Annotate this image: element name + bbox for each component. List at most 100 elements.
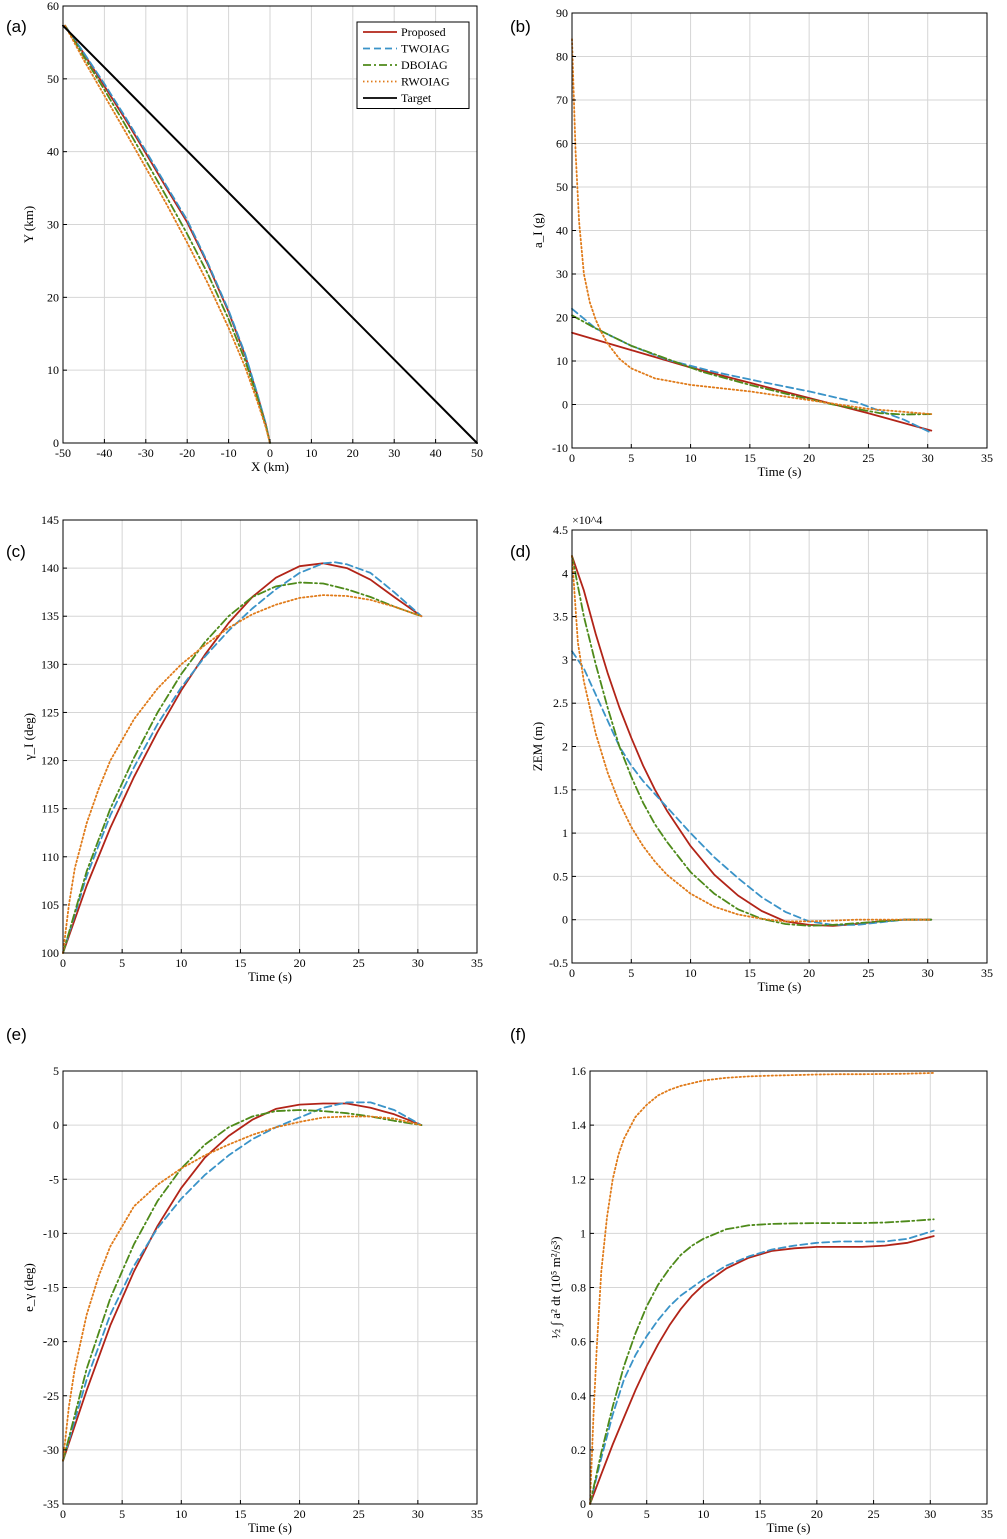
x-axis-label: Time (s) <box>248 1520 292 1535</box>
y-tick-label: 10 <box>47 363 59 377</box>
x-tick-label: 30 <box>388 446 400 460</box>
x-tick-label: 10 <box>175 956 187 970</box>
y-tick-label: 30 <box>556 267 568 281</box>
y-tick-label: -20 <box>43 1335 59 1349</box>
x-tick-label: -40 <box>96 446 112 460</box>
y-tick-label: 20 <box>47 290 59 304</box>
series-line-proposed <box>571 331 933 432</box>
panel-f: (f) 0 5 10 15 20 25 30 35 0 0.2 0.4 0.6 0.8 1 1.2 1.4 1.6… <box>510 1025 993 1535</box>
series-line-dboiag <box>62 581 423 954</box>
y-tick-label: 0 <box>53 436 59 450</box>
legend-entry-label: TWOIAG <box>401 42 450 56</box>
panel-label: (d) <box>510 542 531 561</box>
y-tick-label: 1 <box>580 1226 586 1240</box>
series-line-rwoiag <box>62 1115 423 1462</box>
x-tick-label: 5 <box>628 451 634 465</box>
legend-entry-label: Target <box>401 91 432 105</box>
y-tick-label: -10 <box>43 1226 59 1240</box>
legend-entry-label: DBOIAG <box>401 58 448 72</box>
y-tick-label: 20 <box>556 311 568 325</box>
y-axis-label: γ_I (deg) <box>21 713 36 761</box>
x-tick-label: 5 <box>644 1507 650 1521</box>
y-axis-label: ZEM (m) <box>530 722 545 771</box>
y-tick-label: 60 <box>47 0 59 13</box>
panel-label: (a) <box>6 17 27 36</box>
x-tick-label: -10 <box>221 446 237 460</box>
x-axis-label: Time (s) <box>758 464 802 479</box>
x-tick-label: 5 <box>628 966 634 980</box>
x-tick-label: 20 <box>811 1507 823 1521</box>
y-tick-label: 105 <box>41 898 59 912</box>
x-tick-label: 35 <box>981 966 993 980</box>
y-tick-label: 30 <box>47 218 59 232</box>
x-tick-label: 15 <box>744 451 756 465</box>
x-tick-label: 15 <box>754 1507 766 1521</box>
y-tick-label: 0 <box>580 1497 586 1511</box>
x-tick-label: 50 <box>471 446 483 460</box>
x-tick-label: 0 <box>569 966 575 980</box>
series-line-rwoiag <box>571 555 933 923</box>
y-tick-label: -10 <box>552 441 568 455</box>
series-line-target <box>62 24 478 444</box>
series-line-twoiag <box>62 1101 423 1462</box>
y-tick-label: -35 <box>43 1497 59 1511</box>
y-tick-label: 0.4 <box>571 1389 586 1403</box>
x-tick-label: 0 <box>587 1507 593 1521</box>
series-line-proposed <box>64 24 271 444</box>
x-tick-label: 10 <box>685 966 697 980</box>
series-line-proposed <box>589 1235 935 1505</box>
y-tick-label: -25 <box>43 1389 59 1403</box>
legend-entry-label: Proposed <box>401 25 446 39</box>
legend: Proposed TWOIAG DBOIAG RWOIAG Target <box>356 21 470 109</box>
series-line-proposed <box>571 555 933 927</box>
panel-label: (c) <box>6 542 26 561</box>
x-tick-label: -30 <box>138 446 154 460</box>
series-line-dboiag <box>62 1109 423 1462</box>
y-tick-label: 125 <box>41 705 59 719</box>
panel-label: (f) <box>510 1025 526 1044</box>
y-tick-label: 145 <box>41 513 59 527</box>
panel-b: (b)0 5 10 15 20 25 30 35-100102030405060708090T… <box>510 6 993 479</box>
x-tick-label: 10 <box>685 451 697 465</box>
y-tick-label: 110 <box>41 850 59 864</box>
series-line-twoiag <box>64 24 271 444</box>
x-tick-label: 30 <box>412 1507 424 1521</box>
y-tick-label: 3 <box>562 653 568 667</box>
x-tick-label: 35 <box>981 451 993 465</box>
y-tick-label: 120 <box>41 754 59 768</box>
x-tick-label: 35 <box>471 956 483 970</box>
x-tick-label: 10 <box>175 1507 187 1521</box>
y-tick-label: 4 <box>562 566 568 580</box>
x-tick-label: 40 <box>430 446 442 460</box>
y-axis-label: ½ ∫ a² dt (10⁵ m²/s³) <box>548 1236 564 1338</box>
x-tick-label: 0 <box>60 956 66 970</box>
series-line-twoiag <box>589 1229 935 1505</box>
y-tick-label: 0.5 <box>553 869 568 883</box>
y-tick-label: 80 <box>556 50 568 64</box>
x-axis-label: Time (s) <box>248 969 292 984</box>
x-tick-label: 0 <box>569 451 575 465</box>
x-tick-label: 20 <box>294 956 306 970</box>
series-line-dboiag <box>64 24 271 444</box>
y-tick-label: 50 <box>556 180 568 194</box>
x-tick-label: 25 <box>868 1507 880 1521</box>
x-tick-label: 35 <box>981 1507 993 1521</box>
x-tick-label: 25 <box>862 451 874 465</box>
x-axis-label: X (km) <box>251 459 289 474</box>
y-tick-label: 10 <box>556 354 568 368</box>
series-line-rwoiag <box>571 38 933 416</box>
y-tick-label: 90 <box>556 6 568 20</box>
x-tick-label: 15 <box>744 966 756 980</box>
y-exponent-label: ×10^4 <box>572 513 602 527</box>
x-tick-label: 35 <box>471 1507 483 1521</box>
panel-c: (c) 0 5 10 15 20 25 30 35 100 105 110 115 120 125 130 13… <box>6 513 483 984</box>
series-line-dboiag <box>589 1218 935 1505</box>
y-tick-label: 140 <box>41 561 59 575</box>
x-axis-label: Time (s) <box>767 1520 811 1535</box>
x-tick-label: 0 <box>267 446 273 460</box>
y-tick-label: 70 <box>556 93 568 107</box>
panel-e: (e) 0 5 10 15 20 25 30 35 -35 -30 -25 -20 -15 -10 -5 0 5 T… <box>6 1025 483 1535</box>
y-tick-label: 60 <box>556 137 568 151</box>
y-tick-label: 4.5 <box>553 523 568 537</box>
